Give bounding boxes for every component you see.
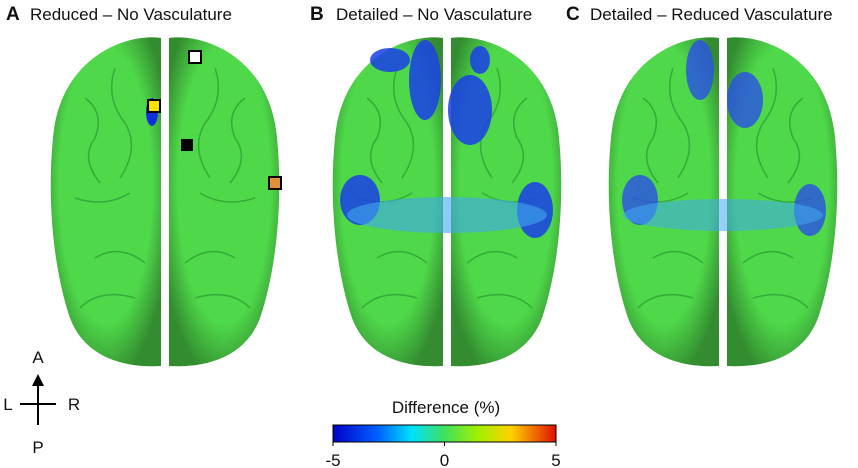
colorbar-tick-label: -5 — [325, 451, 340, 468]
colorbar: Difference (%) -5 0 5 — [325, 398, 560, 468]
compass-label: A — [32, 348, 44, 367]
compass: A P L R — [3, 348, 80, 457]
panel-letter: B — [310, 4, 324, 25]
colorbar-title: Difference (%) — [392, 398, 500, 417]
panel-a: A Reduced – No Vasculature — [6, 4, 282, 367]
colorbar-scale — [332, 424, 557, 443]
compass-arrow — [32, 374, 44, 386]
compass-label: L — [3, 395, 12, 414]
cyan-band — [623, 199, 823, 231]
panel-letter: C — [566, 4, 580, 25]
panel-title: Reduced – No Vasculature — [30, 5, 232, 24]
brain-map — [49, 36, 281, 367]
panel-c: C Detailed – Reduced Vasculature — [566, 4, 839, 367]
panel-b: B Detailed – No Vasculature — [310, 4, 563, 367]
compass-label: R — [68, 395, 80, 414]
panel-title: Detailed – Reduced Vasculature — [590, 5, 833, 24]
colorbar-tick-label: 5 — [551, 451, 560, 468]
marker-black — [181, 139, 193, 151]
marker-white — [188, 50, 202, 64]
panel-title: Detailed – No Vasculature — [336, 5, 532, 24]
panel-letter: A — [6, 4, 20, 25]
compass-label: P — [32, 438, 43, 457]
marker-yellow — [147, 99, 161, 113]
marker-orange — [268, 176, 282, 190]
cyan-band — [347, 197, 547, 233]
colorbar-tick-label: 0 — [440, 451, 449, 468]
